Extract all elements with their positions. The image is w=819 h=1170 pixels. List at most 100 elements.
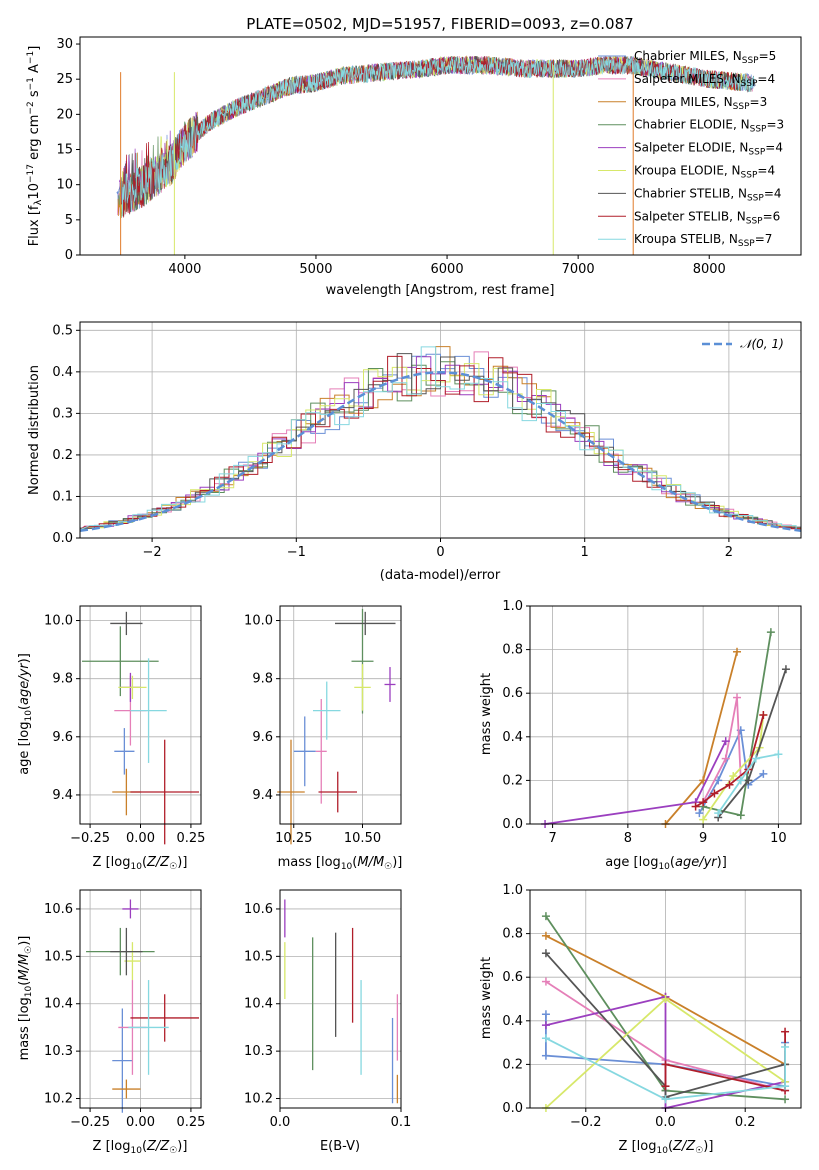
y-tick-label: 20 [56,107,73,122]
figure-title: PLATE=0502, MJD=51957, FIBERID=0093, z=0… [246,15,633,33]
y-tick-label: 0.0 [52,531,73,546]
spectrum-frame [79,36,802,256]
x-tick-label: 8000 [693,262,726,277]
x-tick-label: −1 [287,545,306,560]
legend-subscript: SSP [738,239,755,249]
y-tick-label: 10 [56,178,73,193]
y-tick-label: 9.8 [252,672,273,687]
spectrum-legend: Chabrier MILES, NSSP=5 Salpeter MILES, NS… [598,49,784,249]
legend-label-salpeter-elodie: Salpeter ELODIE, NSSP=4 [634,141,783,158]
histogram-salpeter-stelib [79,355,801,531]
legend-subscript: SSP [750,125,767,135]
x-tick-label: 10 [770,831,787,846]
y-tick-label: 0.3 [52,406,73,421]
x-tick-label: 8 [624,831,632,846]
x-tick-label: −0.25 [70,1115,110,1130]
legend-label-salpeter-miles: Salpeter MILES, NSSP=4 [634,72,775,89]
legend-label-kroupa-miles: Kroupa MILES, NSSP=3 [634,95,767,112]
legend-label-chabrier-elodie: Chabrier ELODIE, NSSP=3 [634,118,784,135]
y-tick-label: 0.6 [502,970,523,985]
legend-value: =7 [755,232,773,246]
y-tick-label: 30 [56,37,73,52]
mass-vs-metallicity-panel: −0.25 0.00 0.25 10.2 10.3 10.4 10.5 10.6 [44,889,205,1130]
legend-subscript: SSP [747,193,764,203]
legend-subscript: SSP [746,216,763,226]
weight-line-salpeter-elodie [544,740,727,825]
y-tick-label: 10.5 [244,949,273,964]
y-tick-label: 0.8 [502,643,523,658]
x-tick-label: 0.25 [176,1115,205,1130]
legend-label-kroupa-stelib: Kroupa STELIB, NSSP=7 [634,232,772,249]
residual-panel: −2 −1 0 1 2 0.0 0.1 0.2 0.3 0.4 0.5 𝒩(0, 1) (data… [27,321,802,583]
y-tick-label: 0.4 [502,1014,523,1029]
residual-x-ticks: −2 −1 0 1 2 [143,538,733,560]
x-tick-label: 0.00 [126,1115,155,1130]
mass-vs-extinction-panel: 0.0 0.1 10.2 10.3 10.4 10.5 10.6 [244,889,411,1130]
y-tick-label: 9.4 [52,788,73,803]
legend-label-chabrier-miles: Chabrier MILES, NSSP=5 [634,49,776,66]
age-vs-mass-panel: 10.25 10.50 9.4 9.6 9.8 10.0 [244,605,402,846]
legend-value: =4 [757,164,775,178]
y-tick-label: 9.6 [52,730,73,745]
legend-label-salpeter-stelib: Salpeter STELIB, NSSP=6 [634,209,780,226]
y-tick-label: 1.0 [502,599,523,614]
legend-subscript: SSP [741,79,758,89]
panel-frame [279,605,402,825]
y-tick-label: 10.3 [44,1044,73,1059]
weight-Z-y-label: mass weight [479,957,494,1039]
legend-label-kroupa-elodie: Kroupa ELODIE, NSSP=4 [634,164,775,181]
x-tick-label: −0.2 [570,1115,602,1130]
x-tick-label: 7000 [562,262,595,277]
legend-subscript: SSP [741,171,758,181]
y-tick-label: 0 [65,248,73,263]
weight-age-y-label: mass weight [479,673,494,755]
y-tick-label: 0.0 [502,1101,523,1116]
age-vs-mass-x-label: mass [log10(M/M☉)] [278,855,403,872]
mass-y-label: mass [log10(M/M☉)] [17,936,34,1061]
legend-value: =4 [765,141,783,155]
y-tick-label: 0.4 [502,730,523,745]
legend-value: =4 [757,72,775,86]
y-tick-label: 0.8 [502,927,523,942]
y-tick-label: 5 [65,213,73,228]
residual-y-label: Normed distribution [27,365,42,495]
y-tick-label: 9.4 [252,788,273,803]
x-tick-label: 2 [725,545,733,560]
y-tick-label: 10.4 [244,997,273,1012]
weight-vs-age-x-label: age [log10(age/yr)] [605,855,727,872]
y-tick-label: 10.0 [44,614,73,629]
x-tick-label: 7 [548,831,556,846]
y-tick-label: 10.2 [244,1092,273,1107]
x-tick-label: −0.25 [70,831,110,846]
x-tick-label: 10.25 [275,831,312,846]
spectrum-x-ticks: 4000 5000 6000 7000 8000 [168,255,726,277]
x-tick-label: 0.0 [270,1115,291,1130]
x-tick-label: 4000 [168,262,201,277]
y-tick-label: 9.6 [252,730,273,745]
panel-frame [279,889,402,1109]
x-tick-label: 1 [581,545,589,560]
y-tick-label: 25 [56,72,73,87]
legend-subscript: SSP [733,102,750,112]
x-tick-label: 0.0 [655,1115,676,1130]
x-tick-label: 0.00 [126,831,155,846]
weight-line-salpeter-miles [702,697,742,803]
y-tick-label: 15 [56,143,73,158]
legend-subscript: SSP [742,56,759,66]
weight-vs-metallicity-panel: −0.2 0.0 0.2 0.0 0.2 0.4 0.6 0.8 1.0 [502,883,802,1130]
spectrum-x-label: wavelength [Angstrom, rest frame] [326,283,555,298]
y-tick-label: 10.5 [44,949,73,964]
mass-vs-metallicity-x-label: Z [log10(Z/Z☉)] [93,1139,188,1156]
weight-line-salpeter-elodie [545,995,786,1110]
panel-frame [529,605,802,825]
y-tick-label: 10.6 [44,902,73,917]
age-vs-metallicity-x-label: Z [log10(Z/Z☉)] [93,855,188,872]
spectrum-y-label: Flux [fλ10−17 erg cm−2 s−1 A−1] [26,46,44,247]
histogram-kroupa-stelib [79,346,801,531]
legend-value: =6 [763,209,781,223]
y-tick-label: 0.6 [502,686,523,701]
y-tick-label: 10.6 [244,902,273,917]
x-tick-label: −2 [143,545,162,560]
y-tick-label: 0.0 [502,817,523,832]
weight-vs-metallicity-x-label: Z [log10(Z/Z☉)] [619,1139,714,1156]
